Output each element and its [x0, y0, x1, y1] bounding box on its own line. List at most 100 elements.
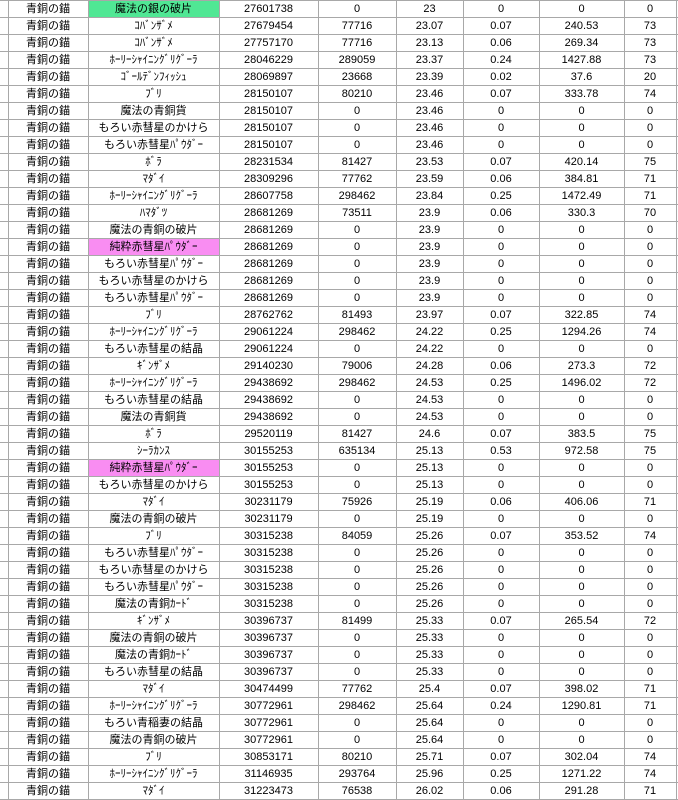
- cell-value[interactable]: 0: [538, 0, 625, 18]
- cell-value[interactable]: 0.07: [462, 527, 540, 545]
- cell-value[interactable]: 0: [317, 221, 397, 239]
- cell-value[interactable]: 0: [623, 391, 677, 409]
- cell-value[interactable]: 25.33: [395, 646, 464, 664]
- cell-value[interactable]: 0: [538, 102, 625, 120]
- cell-item-name[interactable]: ﾏﾀﾞｲ: [87, 782, 220, 800]
- cell-value[interactable]: 30231179: [218, 493, 319, 511]
- cell-value[interactable]: 0: [462, 544, 540, 562]
- cell-value[interactable]: 0: [462, 595, 540, 613]
- cell-value[interactable]: 23.97: [395, 306, 464, 324]
- cell-value[interactable]: 0: [623, 663, 677, 681]
- cell-value[interactable]: 298462: [317, 374, 397, 392]
- cell-group-label[interactable]: 青銅の錨: [7, 306, 89, 324]
- cell-value[interactable]: 24.53: [395, 374, 464, 392]
- cell-value[interactable]: 29438692: [218, 391, 319, 409]
- cell-left-margin[interactable]: [0, 612, 9, 630]
- cell-value[interactable]: 0.06: [462, 782, 540, 800]
- cell-value[interactable]: 0: [538, 578, 625, 596]
- cell-left-margin[interactable]: [0, 731, 9, 749]
- cell-group-label[interactable]: 青銅の錨: [7, 595, 89, 613]
- cell-value[interactable]: 322.85: [538, 306, 625, 324]
- cell-value[interactable]: 0: [317, 102, 397, 120]
- cell-value[interactable]: 0.02: [462, 68, 540, 86]
- cell-value[interactable]: 298462: [317, 323, 397, 341]
- cell-value[interactable]: 302.04: [538, 748, 625, 766]
- cell-value[interactable]: 0: [623, 578, 677, 596]
- cell-value[interactable]: 0: [538, 629, 625, 647]
- cell-left-margin[interactable]: [0, 289, 9, 307]
- cell-item-name[interactable]: ﾌﾞﾘ: [87, 306, 220, 324]
- cell-group-label[interactable]: 青銅の錨: [7, 629, 89, 647]
- cell-value[interactable]: 24.53: [395, 391, 464, 409]
- cell-value[interactable]: 0: [317, 629, 397, 647]
- cell-group-label[interactable]: 青銅の錨: [7, 731, 89, 749]
- cell-item-name[interactable]: 魔法の青銅ｶｰﾄﾞ: [87, 595, 220, 613]
- cell-value[interactable]: 0: [462, 119, 540, 137]
- cell-item-name[interactable]: もろい赤彗星のかけら: [87, 272, 220, 290]
- cell-group-label[interactable]: 青銅の錨: [7, 255, 89, 273]
- cell-value[interactable]: 28762762: [218, 306, 319, 324]
- cell-item-name[interactable]: ﾎｰﾘｰｼｬｲﾆﾝｸﾞﾘｸﾞｰﾗ: [87, 51, 220, 69]
- cell-item-name[interactable]: ﾌﾞﾘ: [87, 748, 220, 766]
- cell-value[interactable]: 0: [462, 391, 540, 409]
- cell-value[interactable]: 0.53: [462, 442, 540, 460]
- cell-left-margin[interactable]: [0, 119, 9, 137]
- cell-group-label[interactable]: 青銅の錨: [7, 442, 89, 460]
- cell-value[interactable]: 84059: [317, 527, 397, 545]
- cell-value[interactable]: 73: [623, 51, 677, 69]
- cell-value[interactable]: 74: [623, 306, 677, 324]
- cell-left-margin[interactable]: [0, 153, 9, 171]
- cell-item-name[interactable]: ﾎｰﾘｰｼｬｲﾆﾝｸﾞﾘｸﾞｰﾗ: [87, 187, 220, 205]
- cell-left-margin[interactable]: [0, 408, 9, 426]
- cell-value[interactable]: 0: [317, 731, 397, 749]
- cell-left-margin[interactable]: [0, 646, 9, 664]
- cell-value[interactable]: 0: [538, 663, 625, 681]
- cell-value[interactable]: 30396737: [218, 646, 319, 664]
- cell-group-label[interactable]: 青銅の錨: [7, 765, 89, 783]
- cell-value[interactable]: 0: [623, 119, 677, 137]
- cell-value[interactable]: 29061224: [218, 340, 319, 358]
- cell-value[interactable]: 81427: [317, 425, 397, 443]
- cell-value[interactable]: 30231179: [218, 510, 319, 528]
- cell-value[interactable]: 0.07: [462, 612, 540, 630]
- cell-value[interactable]: 77762: [317, 170, 397, 188]
- cell-value[interactable]: 0: [623, 102, 677, 120]
- cell-item-name[interactable]: ｷﾞﾝｻﾞﾒ: [87, 612, 220, 630]
- cell-value[interactable]: 0: [462, 255, 540, 273]
- cell-value[interactable]: 75: [623, 442, 677, 460]
- cell-value[interactable]: 0: [623, 629, 677, 647]
- cell-value[interactable]: 30155253: [218, 476, 319, 494]
- cell-value[interactable]: 24.53: [395, 408, 464, 426]
- cell-item-name[interactable]: もろい赤彗星の結晶: [87, 663, 220, 681]
- cell-value[interactable]: 0: [462, 221, 540, 239]
- cell-value[interactable]: 0.07: [462, 680, 540, 698]
- cell-left-margin[interactable]: [0, 544, 9, 562]
- cell-value[interactable]: 24.22: [395, 340, 464, 358]
- cell-value[interactable]: 23.46: [395, 136, 464, 154]
- cell-item-name[interactable]: 純粋赤彗星ﾊﾟｳﾀﾞｰ: [87, 238, 220, 256]
- cell-value[interactable]: 0: [623, 340, 677, 358]
- cell-value[interactable]: 30474499: [218, 680, 319, 698]
- cell-value[interactable]: 30315238: [218, 561, 319, 579]
- cell-value[interactable]: 29520119: [218, 425, 319, 443]
- cell-value[interactable]: 25.26: [395, 595, 464, 613]
- cell-group-label[interactable]: 青銅の錨: [7, 136, 89, 154]
- cell-value[interactable]: 73: [623, 34, 677, 52]
- cell-value[interactable]: 28607758: [218, 187, 319, 205]
- cell-right-margin[interactable]: [675, 782, 678, 800]
- cell-left-margin[interactable]: [0, 714, 9, 732]
- cell-left-margin[interactable]: [0, 663, 9, 681]
- cell-left-margin[interactable]: [0, 102, 9, 120]
- cell-value[interactable]: 28681269: [218, 238, 319, 256]
- cell-value[interactable]: 0: [462, 289, 540, 307]
- cell-group-label[interactable]: 青銅の錨: [7, 289, 89, 307]
- cell-value[interactable]: 31146935: [218, 765, 319, 783]
- cell-value[interactable]: 0: [623, 238, 677, 256]
- cell-left-margin[interactable]: [0, 629, 9, 647]
- cell-value[interactable]: 72: [623, 374, 677, 392]
- cell-value[interactable]: 0: [623, 544, 677, 562]
- cell-value[interactable]: 0: [623, 714, 677, 732]
- cell-value[interactable]: 0: [538, 119, 625, 137]
- cell-value[interactable]: 81493: [317, 306, 397, 324]
- cell-value[interactable]: 28150107: [218, 119, 319, 137]
